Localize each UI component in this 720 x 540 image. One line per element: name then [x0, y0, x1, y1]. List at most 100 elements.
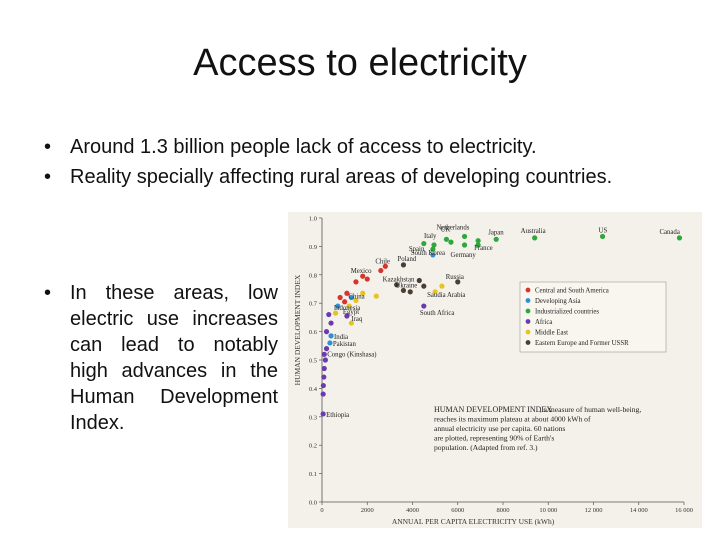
point-label: Ethiopia [326, 412, 349, 419]
caption-heading: HUMAN DEVELOPMENT INDEX [434, 405, 552, 414]
data-point [443, 236, 450, 242]
x-tick-label: 8000 [497, 507, 510, 514]
legend-marker [525, 319, 531, 324]
data-point [360, 290, 366, 296]
y-tick-label: 0.4 [309, 386, 318, 393]
x-tick-label: 0 [320, 507, 323, 514]
data-point [400, 287, 407, 294]
caption-text: population. (Adapted from ref. 3.) [434, 443, 538, 452]
legend-label: Central and South America [535, 288, 609, 295]
point-label: Japan [488, 229, 504, 236]
y-tick-label: 0.2 [309, 443, 317, 450]
data-point [493, 236, 499, 242]
x-tick-label: 2000 [361, 507, 374, 514]
data-point [326, 311, 332, 318]
data-point [475, 238, 481, 244]
data-point [332, 310, 339, 316]
x-tick-label: 6000 [451, 507, 464, 514]
caption-text: reaches its maximum plateau at about 400… [434, 415, 591, 424]
y-tick-label: 0.5 [309, 358, 317, 365]
y-tick-label: 0.0 [309, 500, 317, 507]
caption-text: , a measure of human well-being, [540, 405, 642, 414]
data-point [378, 267, 384, 274]
y-tick-label: 0.9 [309, 244, 317, 251]
point-label: Germany [451, 252, 477, 259]
point-label: France [474, 245, 493, 252]
data-point [407, 289, 413, 295]
data-point [323, 346, 330, 352]
data-point [599, 233, 606, 240]
bullet-item: Reality specially affecting rural areas … [44, 162, 704, 192]
data-point [328, 320, 334, 326]
data-point [364, 276, 370, 282]
data-point [455, 279, 461, 285]
data-point [421, 283, 427, 289]
data-point [320, 382, 326, 389]
data-point [344, 313, 350, 319]
legend-box [519, 281, 667, 353]
slide-title: Access to electricity [193, 42, 527, 84]
x-tick-label: 12 000 [585, 507, 603, 514]
point-label: Egypt [343, 309, 359, 316]
data-point [461, 233, 468, 240]
point-label: Chile [375, 258, 390, 265]
data-point [337, 294, 343, 301]
y-tick-label: 0.6 [309, 329, 318, 336]
data-point [360, 273, 366, 279]
point-label: India [334, 334, 348, 341]
data-point [430, 252, 436, 258]
x-tick-label: 16 000 [675, 507, 693, 514]
data-point [432, 289, 438, 295]
data-point [346, 303, 352, 309]
caption-text: are plotted, representing 90% of Earth's [434, 434, 554, 443]
y-tick-label: 0.8 [309, 272, 317, 279]
y-tick-label: 0.7 [309, 301, 318, 308]
point-label: Iraq [351, 316, 363, 323]
x-tick-label: 14 000 [630, 507, 648, 514]
data-point [335, 303, 341, 309]
data-point [400, 262, 407, 268]
point-label: Australia [521, 228, 546, 235]
legend-label: Africa [535, 319, 552, 326]
data-point [448, 239, 454, 245]
point-label: US [599, 227, 608, 234]
data-point [353, 297, 359, 303]
x-tick-label: 4000 [406, 507, 419, 514]
data-point [676, 235, 683, 241]
legend-marker [525, 287, 531, 293]
point-label: South Africa [420, 310, 455, 317]
data-point [431, 242, 437, 248]
data-point [320, 391, 326, 397]
caption-text: annual electricity use per capita. 60 na… [434, 424, 565, 433]
y-tick-label: 0.1 [309, 471, 317, 478]
hdi-chart-figure: 0.0 0.1 0.2 0.3 0.4 0.5 0.6 0.7 0.8 0.9 1.0 0 2000 40… [288, 212, 702, 528]
data-point [323, 329, 330, 335]
data-point [382, 263, 388, 269]
legend-label: Eastern Europe and Former USSR [535, 340, 629, 347]
data-point [321, 374, 327, 380]
bullet-item: Around 1.3 billion people lack of access… [44, 132, 704, 162]
point-label: South Korea [411, 250, 445, 257]
point-label: Canada [659, 229, 679, 236]
hdi-scatter-chart: 0.0 0.1 0.2 0.3 0.4 0.5 0.6 0.7 0.8 0.9 1.0 0 2000 40… [293, 216, 693, 527]
legend-marker [525, 329, 531, 335]
legend-label: Middle East [535, 330, 568, 337]
bullet-list: Around 1.3 billion people lack of access… [44, 132, 704, 192]
data-point [353, 279, 359, 285]
x-axis-label: ANNUAL PER CAPITA ELECTRICITY USE (kWh) [392, 517, 555, 526]
point-label: Saudia Arabia [427, 292, 465, 299]
data-point [320, 411, 326, 417]
point-label: Poland [397, 256, 416, 263]
bullet-item-hdi: In these areas, low electric use increas… [44, 280, 278, 436]
point-label: Italy [424, 233, 437, 240]
data-point [373, 293, 379, 299]
data-point [475, 242, 481, 248]
legend-marker [525, 298, 531, 303]
data-point [321, 351, 327, 357]
legend-label: Industrialized countries [535, 309, 599, 316]
data-point [394, 282, 400, 288]
data-point [439, 283, 445, 289]
y-tick-label: 0.3 [309, 414, 317, 421]
point-label: Russia [446, 274, 464, 281]
legend-label: Developing Asia [535, 298, 581, 305]
